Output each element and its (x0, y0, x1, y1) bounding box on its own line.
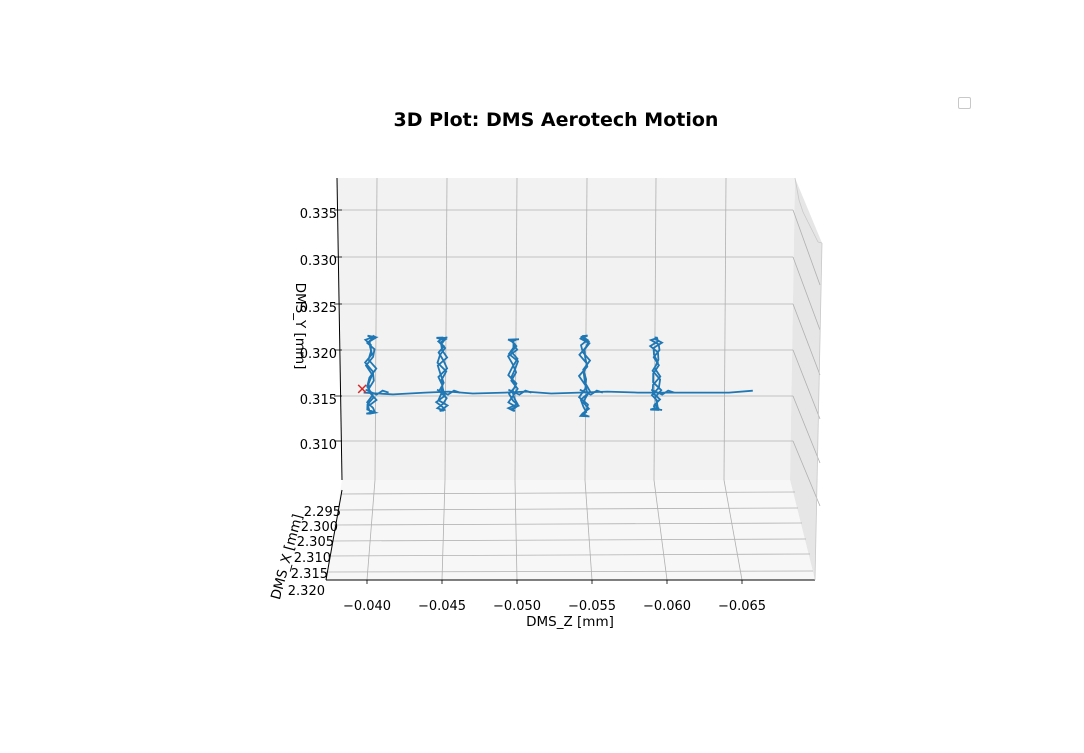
side-hgrid-line (792, 209, 821, 286)
start-marker (357, 384, 367, 394)
motion-cluster (363, 334, 379, 415)
floor-grid-line (584, 479, 593, 581)
motion-wiggle (579, 388, 604, 396)
back-grid-line (723, 177, 727, 481)
floor-depth-grid-line (333, 522, 803, 526)
back-grid-line (514, 177, 518, 481)
z-tick-label: 2.295 (304, 505, 341, 520)
side-hgrid-line (792, 395, 821, 464)
x-axis-label: DMS_Z [mm] (526, 614, 614, 630)
motion-cluster (506, 338, 521, 412)
y-tick-label: 0.325 (300, 301, 337, 316)
floor-depth-grid-line (327, 553, 811, 557)
z-tick-label: 2.310 (294, 551, 331, 566)
y-tick-labels: 0.310 0.315 0.320 0.325 0.330 0.335 (300, 207, 342, 453)
y-axis-label: DMS_Y [mm] (292, 283, 308, 370)
x-tick-label: −0.040 (343, 599, 391, 614)
pane-edge (802, 211, 809, 223)
pane-edge (812, 231, 819, 243)
floor-grid-line (366, 479, 376, 581)
z-tick-label: 2.315 (291, 567, 328, 582)
pane-edge (794, 177, 800, 201)
x-tick-label: −0.055 (568, 599, 616, 614)
z-tick-label: 2.320 (288, 584, 325, 599)
right-pane (790, 178, 822, 580)
floor-grid-line (514, 479, 518, 581)
motion-wiggle (508, 388, 532, 396)
trajectory-line (363, 389, 753, 396)
x-tick-label: −0.065 (718, 599, 766, 614)
floor-grid-line (723, 479, 743, 581)
x-tick-label: −0.050 (493, 599, 541, 614)
start-marker-group (357, 384, 367, 394)
back-grid-line (653, 177, 657, 481)
motion-wiggle (365, 388, 389, 396)
axes-lines (325, 177, 823, 581)
y-tick-label: 0.320 (300, 347, 337, 362)
motion-cluster (577, 334, 592, 418)
back-grid-line (374, 177, 378, 481)
side-hgrid-line (792, 256, 821, 331)
y-tick-label: 0.310 (300, 438, 337, 453)
grid-lines (325, 177, 821, 581)
floor-grid-line (441, 479, 446, 581)
z-tick-label: 2.305 (297, 535, 334, 550)
floor-grid-line (653, 479, 668, 581)
floor-depth-grid-line (325, 570, 814, 573)
y-tick-label: 0.335 (300, 207, 337, 222)
back-grid-line (444, 177, 448, 481)
motion-cluster (434, 336, 450, 412)
z-tick-label: 2.300 (301, 520, 338, 535)
floor-depth-grid-line (340, 491, 796, 495)
motion-cluster (648, 336, 664, 411)
pane-edge (807, 221, 814, 233)
side-hgrid-line (792, 440, 821, 507)
series-group (363, 334, 753, 418)
side-hgrid-line (792, 303, 821, 376)
pane-edge (817, 241, 823, 244)
z-axis-line (325, 489, 343, 581)
floor-depth-grid-line (330, 538, 807, 542)
y-tick-label: 0.330 (300, 254, 337, 269)
motion-wiggle (436, 388, 461, 396)
pane-edge (798, 199, 804, 213)
back-grid-line (584, 177, 588, 481)
back-pane (337, 178, 795, 480)
side-hgrid-line (792, 349, 821, 420)
floor-depth-grid-line (336, 507, 799, 511)
legend (958, 97, 971, 109)
y-axis-line (336, 177, 343, 481)
motion-wiggle (650, 388, 675, 396)
x-tick-labels: −0.040 −0.045 −0.050 −0.055 −0.060 −0.065 (343, 580, 766, 614)
x-tick-label: −0.045 (418, 599, 466, 614)
floor-pane (326, 480, 815, 580)
x-tick-label: −0.060 (643, 599, 691, 614)
pane-edge (814, 242, 823, 581)
y-tick-label: 0.315 (300, 393, 337, 408)
chart-title: 3D Plot: DMS Aerotech Motion (393, 109, 719, 131)
